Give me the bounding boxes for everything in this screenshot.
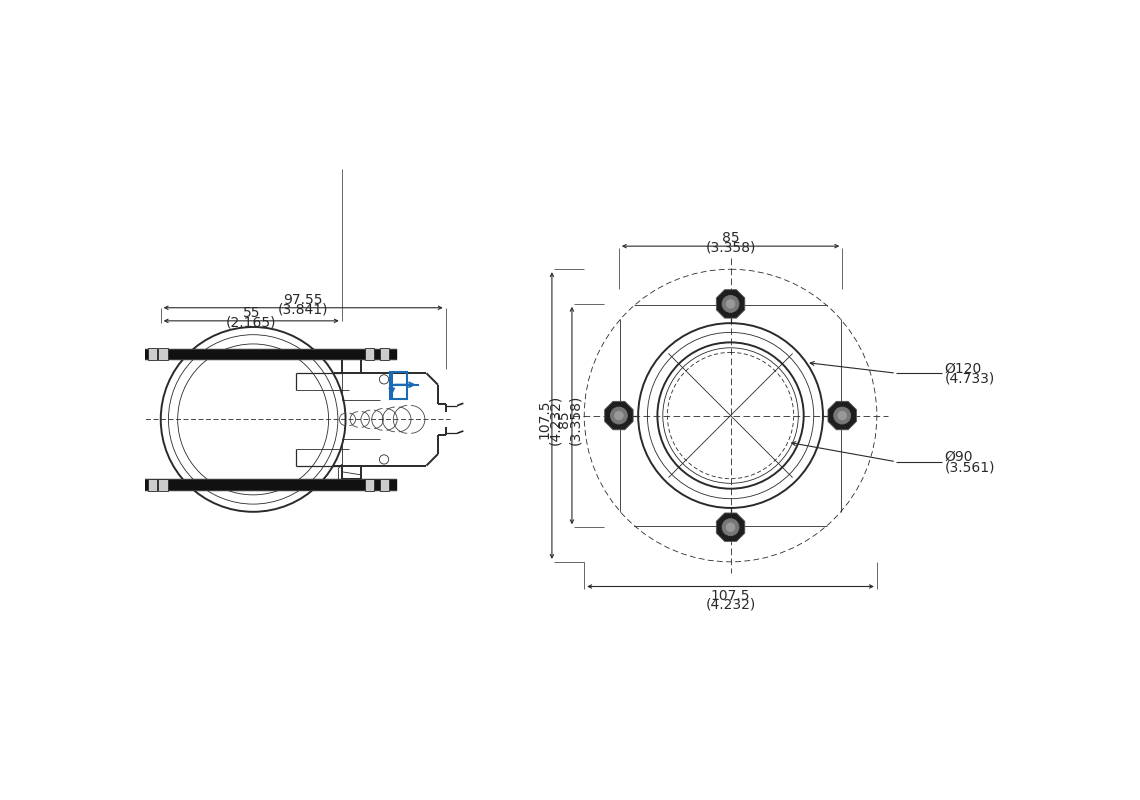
Text: (3.841): (3.841) [278,302,328,316]
Text: 107.5: 107.5 [537,400,552,439]
Bar [381,348,390,360]
Polygon shape [828,402,856,430]
Circle shape [726,523,735,531]
Circle shape [833,407,850,424]
Circle shape [610,407,627,424]
Circle shape [722,518,739,536]
Text: Ø120: Ø120 [945,362,982,375]
Text: 55: 55 [243,306,260,320]
Bar [148,478,157,491]
Circle shape [614,411,624,420]
Text: 97.55: 97.55 [284,293,323,307]
Bar [365,348,374,360]
Text: (4.232): (4.232) [548,394,562,445]
Text: (3.358): (3.358) [706,241,756,254]
Bar [158,348,168,360]
Text: (4.232): (4.232) [706,598,756,612]
Bar [158,478,168,491]
Text: 85: 85 [722,231,740,246]
Polygon shape [716,513,744,542]
Circle shape [838,411,847,420]
Bar [148,348,157,360]
Text: Ø90: Ø90 [945,450,974,464]
Text: 107.5: 107.5 [711,589,750,602]
Bar [381,478,390,491]
Circle shape [722,295,739,312]
Text: (2.165): (2.165) [226,315,277,330]
Polygon shape [604,402,633,430]
Bar [365,478,374,491]
Circle shape [726,299,735,308]
Text: (3.561): (3.561) [945,460,995,474]
Polygon shape [716,290,744,318]
Bar [390,372,407,398]
Text: (4.733): (4.733) [945,371,995,386]
Text: 85: 85 [557,410,571,428]
Text: (3.358): (3.358) [568,394,583,445]
